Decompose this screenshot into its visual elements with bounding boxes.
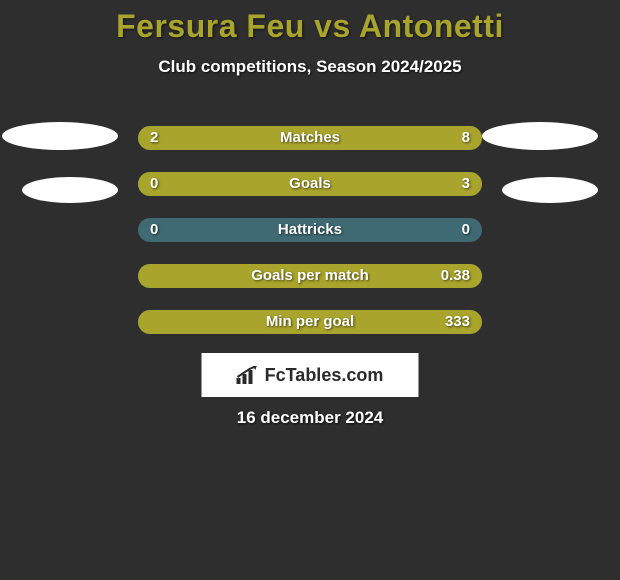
stat-right-value: 0.38 — [441, 264, 470, 288]
stat-label: Goals — [138, 172, 482, 196]
stat-label: Min per goal — [138, 310, 482, 334]
subtitle: Club competitions, Season 2024/2025 — [0, 57, 620, 77]
stat-row: Min per goal333 — [138, 310, 482, 334]
stat-row: 0Hattricks0 — [138, 218, 482, 242]
stat-right-value: 3 — [462, 172, 470, 196]
stat-right-value: 333 — [445, 310, 470, 334]
stat-row: 2Matches8 — [138, 126, 482, 150]
date-line: 16 december 2024 — [0, 408, 620, 428]
comparison-bars: 2Matches80Goals30Hattricks0Goals per mat… — [138, 126, 482, 356]
comparison-infographic: Fersura Feu vs Antonetti Club competitio… — [0, 0, 620, 580]
stat-right-value: 0 — [462, 218, 470, 242]
brand-text: FcTables.com — [265, 365, 384, 386]
stat-row: 0Goals3 — [138, 172, 482, 196]
player-ellipse-left — [2, 122, 118, 150]
stat-label: Goals per match — [138, 264, 482, 288]
page-title: Fersura Feu vs Antonetti — [0, 0, 620, 45]
chart-icon — [237, 366, 259, 384]
stat-label: Hattricks — [138, 218, 482, 242]
stat-row: Goals per match0.38 — [138, 264, 482, 288]
stat-right-value: 8 — [462, 126, 470, 150]
player-ellipse-right — [482, 122, 598, 150]
player-ellipse-left — [22, 177, 118, 203]
player-ellipse-right — [502, 177, 598, 203]
brand-box: FcTables.com — [202, 353, 419, 397]
stat-label: Matches — [138, 126, 482, 150]
